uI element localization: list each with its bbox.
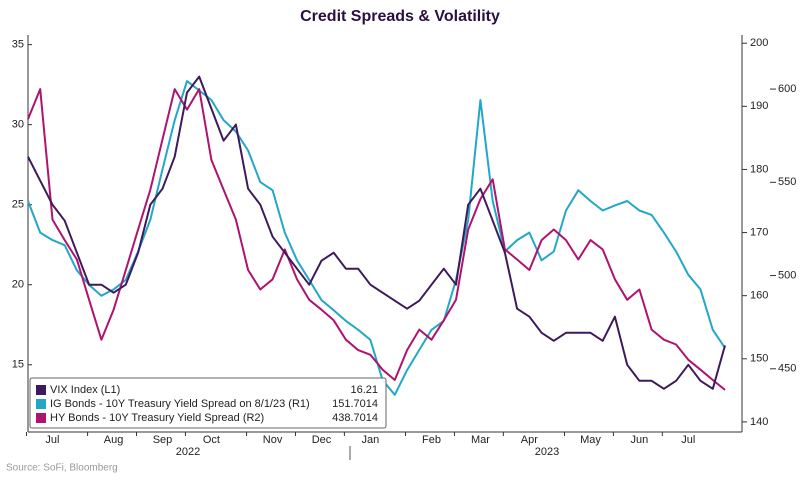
x-tick-label: Dec bbox=[312, 434, 332, 446]
x-tick-label: Jan bbox=[362, 434, 380, 446]
y2-tick-label: 170 bbox=[750, 226, 768, 238]
y2-tick-label: 160 bbox=[750, 290, 768, 302]
y2-tick-label: 150 bbox=[750, 353, 768, 365]
x-tick-label: Apr bbox=[521, 434, 538, 446]
legend-swatch bbox=[36, 385, 46, 395]
legend-value: 151.7014 bbox=[332, 398, 378, 410]
legend-swatch bbox=[36, 399, 46, 409]
chart-title: Credit Spreads & Volatility bbox=[300, 8, 500, 25]
x-tick-label: Feb bbox=[422, 434, 441, 446]
x-tick-label: Sep bbox=[153, 434, 173, 446]
y-tick-label: 35 bbox=[12, 39, 24, 51]
x-tick-label: May bbox=[580, 434, 601, 446]
year-label: 2022 bbox=[176, 446, 200, 458]
y3-tick-label: 450 bbox=[778, 363, 796, 375]
source: Source: SoFi, Bloomberg bbox=[6, 463, 118, 474]
series-line bbox=[27, 88, 726, 391]
x-tick-label: Aug bbox=[104, 434, 124, 446]
x-tick-label: Nov bbox=[263, 434, 283, 446]
legend-label: HY Bonds - 10Y Treasury Yield Spread (R2… bbox=[50, 412, 264, 424]
legend-value: 16.21 bbox=[350, 384, 378, 396]
series-line bbox=[27, 80, 726, 396]
y2-tick-label: 200 bbox=[750, 37, 768, 49]
y2-tick-label: 190 bbox=[750, 100, 768, 112]
year-label: 2023 bbox=[535, 446, 559, 458]
x-tick-label: Jun bbox=[631, 434, 649, 446]
y2-tick-label: 180 bbox=[750, 163, 768, 175]
legend-swatch bbox=[36, 413, 46, 423]
legend-box bbox=[29, 377, 387, 429]
series-line bbox=[27, 75, 726, 390]
y2-tick-label: 140 bbox=[750, 416, 768, 428]
legend-label: VIX Index (L1) bbox=[50, 384, 120, 396]
y3-tick-label: 550 bbox=[778, 176, 796, 188]
y3-tick-label: 500 bbox=[778, 269, 796, 281]
legend-label: IG Bonds - 10Y Treasury Yield Spread on … bbox=[50, 398, 310, 410]
y3-tick-label: 600 bbox=[778, 83, 796, 95]
x-tick-label: Mar bbox=[471, 434, 490, 446]
y-tick-label: 25 bbox=[12, 199, 24, 211]
y-tick-label: 30 bbox=[12, 119, 24, 131]
y-tick-label: 20 bbox=[12, 279, 24, 291]
x-tick-label: Oct bbox=[203, 434, 220, 446]
x-tick-label: Jul bbox=[45, 434, 59, 446]
x-tick-label: Jul bbox=[681, 434, 695, 446]
legend-value: 438.7014 bbox=[332, 412, 378, 424]
y-tick-label: 15 bbox=[12, 359, 24, 371]
